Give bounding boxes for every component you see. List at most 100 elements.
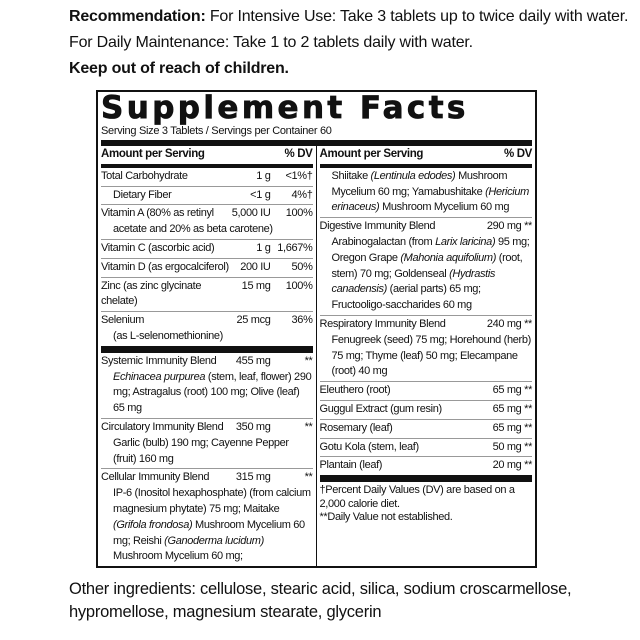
nutrient-line: Zinc (as zinc glycinate chelate) 15 mg 100…	[101, 279, 313, 311]
detail-segment: IP-6 (Inositol hexaphosphate) (from calc…	[113, 487, 311, 515]
detail-segment: Mushroom Mycelium 60 mg;	[113, 550, 243, 563]
detail-segment: (Grifola frondosa)	[113, 518, 193, 531]
detail-segment: (Hericium erinaceus)	[331, 185, 530, 214]
other-ingredients: Other ingredients: cellulose, stearic ac…	[69, 580, 572, 622]
table-row: Guggul Extract (gum resin) 65 mg **	[319, 401, 533, 420]
table-row: Shiitake (Lentinula edodes) Mushroom Myc…	[319, 168, 533, 219]
detail-segment: 95 mg; Oregon Grape	[331, 235, 530, 264]
column-header: Amount per Serving % DV	[101, 146, 313, 168]
table-row: Systemic Immunity Blend 455 mg ** Echinacea…	[101, 353, 313, 419]
header-dv: % DV	[504, 148, 532, 160]
header-dv: % DV	[284, 148, 313, 160]
detail-segment: Mushroom Mycelium 60 mg; Yamabushitake	[331, 169, 508, 198]
detail-segment: (Mahonia aquifolium)	[400, 251, 497, 264]
nutrient-dv: 50%	[291, 260, 313, 273]
nutrient-line: Gotu Kola (stem, leaf) 50 mg **	[320, 440, 533, 456]
nutrient-amount: 15 mg	[241, 279, 271, 292]
nutrient-detail: Arabinogalactan (from Larix laricina) 95…	[320, 235, 533, 314]
table-row: Respiratory Immunity Blend 240 mg ** Fenug…	[319, 316, 533, 383]
detail-segment: Mushroom Mycelium 60 mg	[379, 201, 510, 214]
nutrient-line: Digestive Immunity Blend 290 mg **	[320, 219, 533, 235]
detail-segment: acetate and 20% as beta carotene)	[113, 223, 273, 236]
nutrient-name: Selenium	[101, 314, 145, 327]
detail-segment: (aerial parts) 65 mg; Fructooligo-saccha…	[331, 283, 482, 312]
nutrient-line: Circulatory Immunity Blend 350 mg **	[101, 420, 313, 436]
detail-segment: (Hydrastis canadensis)	[331, 267, 496, 296]
table-row: Gotu Kola (stem, leaf) 50 mg **	[319, 439, 533, 458]
recommendation-label: Recommendation:	[69, 8, 206, 25]
nutrient-line: Vitamin A (80% as retinyl 5,000 IU 100%	[101, 206, 313, 222]
nutrient-line: Guggul Extract (gum resin) 65 mg **	[320, 402, 533, 418]
nutrient-detail: Fenugreek (seed) 75 mg; Horehound (herb)…	[320, 333, 533, 380]
nutrient-detail: Garlic (bulb) 190 mg; Cayenne Pepper (fr…	[101, 436, 313, 468]
detail-segment: (Ganoderma lucidum)	[164, 534, 264, 547]
nutrient-name: Eleuthero (root)	[319, 384, 391, 397]
supplement-facts-panel: Supplement Facts Serving Size 3 Tablets …	[96, 90, 537, 569]
nutrient-detail: IP-6 (Inositol hexaphosphate) (from calc…	[101, 486, 313, 565]
nutrient-line: Vitamin C (ascorbic acid) 1 g 1,667%	[101, 241, 313, 257]
footnotes: †Percent Daily Values (DV) are based on …	[320, 482, 533, 525]
table-row: Circulatory Immunity Blend 350 mg ** Garlic…	[101, 419, 313, 470]
column-header: Amount per Serving % DV	[319, 146, 532, 168]
table-row: Eleuthero (root) 65 mg **	[319, 382, 533, 401]
serving-size: Serving Size 3 Tablets / Servings per Co…	[101, 125, 532, 146]
detail-segment: Larix laricina)	[435, 235, 496, 248]
nutrient-dv: 4%†	[291, 188, 313, 201]
nutrient-line: Plantain (leaf) 20 mg **	[320, 458, 533, 474]
header-amount: Amount per Serving	[319, 148, 424, 160]
nutrient-dv: **	[304, 354, 313, 367]
left-column: Amount per Serving % DV Total Carbohydrat…	[101, 146, 317, 567]
nutrient-amount: 65 mg **	[492, 421, 533, 434]
panel-title: Supplement Facts	[101, 91, 469, 125]
detail-segment: Mushroom Mycelium 60 mg; Reishi	[113, 518, 305, 547]
detail-segment: (stem, leaf, flower) 290 mg; Astragalus …	[113, 370, 312, 415]
nutrient-name: Vitamin A (80% as retinyl	[101, 207, 214, 220]
nutrient-line: Dietary Fiber <1 g 4%†	[101, 188, 313, 204]
nutrient-amount: 290 mg **	[486, 220, 533, 233]
table-row: Vitamin A (80% as retinyl 5,000 IU 100% ace…	[101, 205, 313, 240]
nutrient-amount: 1 g	[256, 169, 271, 182]
nutrient-line: Eleuthero (root) 65 mg **	[320, 383, 533, 399]
nutrient-dv: 1,667%	[277, 241, 313, 254]
table-row: Rosemary (leaf) 65 mg **	[319, 420, 533, 439]
table-row: Vitamin C (ascorbic acid) 1 g 1,667%	[101, 240, 313, 259]
nutrient-detail: Shiitake (Lentinula edodes) Mushroom Myc…	[320, 169, 533, 216]
nutrient-amount: <1 g	[250, 188, 271, 201]
nutrient-detail: acetate and 20% as beta carotene)	[101, 222, 313, 238]
nutrient-amount: 50 mg **	[492, 440, 533, 453]
footnote-dv: †Percent Daily Values (DV) are based on …	[319, 484, 516, 510]
recommendation-text: Recommendation: For Intensive Use: Take …	[69, 0, 629, 82]
nutrient-name: Cellular Immunity Blend	[101, 471, 210, 484]
recommendation-body: For Intensive Use: Take 3 tablets up to …	[69, 8, 629, 51]
nutrient-name: Zinc (as zinc glycinate chelate)	[101, 279, 202, 308]
table-row: Zinc (as zinc glycinate chelate) 15 mg 100…	[101, 278, 313, 313]
table-row: Dietary Fiber <1 g 4%†	[101, 187, 313, 206]
nutrient-line: Selenium 25 mcg 36%	[101, 313, 313, 329]
nutrient-detail: (as L-selenomethionine)	[101, 329, 313, 345]
nutrient-name: Gotu Kola (stem, leaf)	[319, 440, 420, 453]
footnote-not-established: **Daily Value not established.	[319, 511, 453, 524]
table-row: Digestive Immunity Blend 290 mg ** Arabino…	[319, 218, 533, 316]
nutrient-name: Plantain (leaf)	[319, 459, 383, 472]
table-row: Selenium 25 mcg 36% (as L-selenomethionine)	[101, 312, 313, 353]
nutrient-name: Total Carbohydrate	[101, 169, 188, 182]
header-amount: Amount per Serving	[101, 148, 205, 160]
nutrient-line: Rosemary (leaf) 65 mg **	[320, 421, 533, 437]
nutrient-detail: Echinacea purpurea (stem, leaf, flower) …	[101, 370, 313, 417]
detail-segment: Arabinogalactan (from	[331, 235, 436, 248]
detail-segment: Shiitake	[331, 169, 371, 182]
detail-segment: (Lentinula edodes)	[370, 169, 456, 182]
nutrient-name: Respiratory Immunity Blend	[319, 317, 446, 330]
nutrient-name: Vitamin D (as ergocalciferol)	[101, 260, 229, 273]
detail-segment: Echinacea purpurea	[113, 370, 206, 383]
nutrient-dv: 36%	[291, 314, 313, 327]
nutrient-name: Systemic Immunity Blend	[101, 354, 217, 367]
nutrient-amount: 1 g	[256, 241, 271, 254]
nutrient-amount: 20 mg **	[492, 459, 533, 472]
table-row: Total Carbohydrate 1 g <1%†	[101, 168, 313, 187]
table-row: Plantain (leaf) 20 mg **	[319, 457, 533, 483]
nutrient-dv: **	[304, 420, 313, 433]
nutrient-amount: 315 mg	[235, 471, 271, 484]
table-row: Cellular Immunity Blend 315 mg ** IP-6 (Ino…	[101, 469, 313, 566]
nutrient-amount: 455 mg	[235, 354, 271, 367]
